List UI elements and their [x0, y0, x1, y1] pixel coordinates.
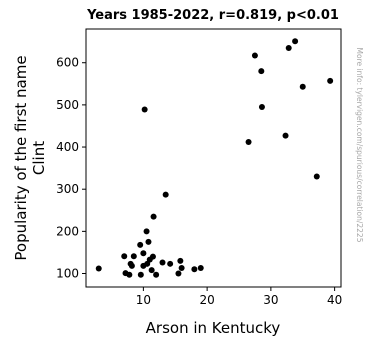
x-tick-label: 40: [327, 293, 342, 307]
data-point: [197, 265, 204, 272]
data-point: [137, 271, 144, 278]
data-point: [140, 250, 147, 257]
data-point: [167, 260, 174, 267]
data-point: [137, 241, 144, 248]
data-point: [153, 271, 160, 278]
data-point: [313, 173, 320, 180]
data-point: [299, 83, 306, 90]
y-tick-label: 400: [56, 140, 79, 154]
data-point: [258, 103, 265, 110]
data-point: [121, 253, 128, 260]
data-point: [128, 262, 135, 269]
data-point: [145, 238, 152, 245]
side-note-text: More info: tylervigen.com/spurious/corre…: [355, 48, 364, 243]
data-point: [148, 267, 155, 274]
y-tick-label: 200: [56, 224, 79, 238]
y-tick-label: 100: [56, 267, 79, 281]
data-point: [177, 257, 184, 264]
data-point: [251, 52, 258, 59]
y-axis-label: Popularity of the first name Clint: [12, 55, 48, 260]
data-point: [141, 106, 148, 113]
data-point: [282, 132, 289, 139]
y-tick-label: 600: [56, 56, 79, 70]
data-point: [191, 266, 198, 273]
data-point: [327, 77, 334, 84]
data-points: [95, 38, 334, 278]
side-note: More info: tylervigen.com/spurious/corre…: [355, 48, 364, 243]
data-point: [175, 270, 182, 277]
data-point: [258, 68, 265, 75]
data-point: [143, 228, 150, 235]
data-point: [178, 265, 185, 272]
y-axis: 100 200 300 400 500 600: [56, 56, 86, 281]
data-point: [292, 38, 299, 45]
data-point: [162, 191, 169, 198]
data-point: [149, 253, 156, 260]
y-tick-label: 300: [56, 182, 79, 196]
x-axis-label: Arson in Kentucky: [146, 319, 281, 337]
data-point: [150, 213, 157, 220]
plot-frame: [85, 28, 342, 288]
y-axis-label-line-1: Popularity of the first name: [12, 55, 30, 260]
data-point: [130, 253, 137, 260]
x-axis: 10 20 30 40: [136, 287, 342, 307]
x-tick-label: 10: [136, 293, 151, 307]
data-point: [126, 271, 133, 278]
y-tick-label: 500: [56, 98, 79, 112]
data-point: [159, 259, 166, 266]
x-tick-label: 20: [199, 293, 214, 307]
chart-title: Years 1985-2022, r=0.819, p<0.01: [86, 8, 339, 23]
y-axis-label-line-2: Clint: [30, 141, 48, 175]
data-point: [285, 44, 292, 51]
x-tick-label: 30: [263, 293, 278, 307]
data-point: [245, 138, 252, 145]
data-point: [95, 265, 102, 272]
